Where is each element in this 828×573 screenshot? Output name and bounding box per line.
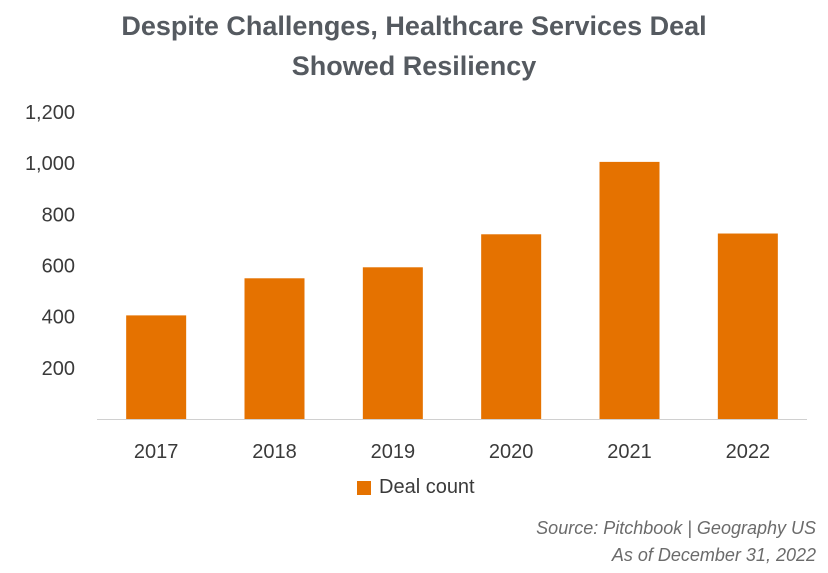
x-tick-label-2021: 2021 — [607, 441, 652, 463]
x-tick-label-2020: 2020 — [489, 441, 534, 463]
y-tick-label: 1,000 — [25, 153, 75, 175]
x-axis-tick-labels: 2017 2018 2019 2020 2021 2022 — [134, 441, 770, 463]
x-tick-label-2019: 2019 — [371, 441, 416, 463]
x-tick-label-2017: 2017 — [134, 441, 179, 463]
chart-title-line-2: Showed Resiliency — [291, 51, 537, 81]
bar-2021 — [599, 161, 660, 419]
bar-2017 — [126, 315, 187, 419]
y-tick-label: 1,200 — [25, 102, 75, 124]
bar-2020 — [481, 234, 542, 419]
legend-swatch-deal-count — [357, 480, 371, 495]
y-tick-label: 600 — [42, 256, 75, 278]
bar-2022 — [717, 233, 778, 419]
source-note: Source: Pitchbook | Geography US — [536, 518, 816, 538]
y-tick-label: 400 — [42, 307, 75, 329]
x-tick-label-2018: 2018 — [252, 441, 297, 463]
bar-2019 — [362, 267, 423, 419]
legend-label-deal-count: Deal count — [379, 476, 475, 498]
bar-2018 — [244, 278, 305, 419]
y-tick-label: 800 — [42, 204, 75, 226]
chart-title-line-1: Despite Challenges, Healthcare Services … — [121, 11, 707, 41]
bars — [126, 161, 778, 419]
x-tick-label-2022: 2022 — [726, 441, 771, 463]
y-tick-label: 200 — [42, 358, 75, 380]
y-axis-tick-labels: 200 400 600 800 1,000 1,200 — [25, 102, 75, 380]
date-note: As of December 31, 2022 — [611, 545, 816, 565]
legend: Deal count — [357, 476, 475, 499]
